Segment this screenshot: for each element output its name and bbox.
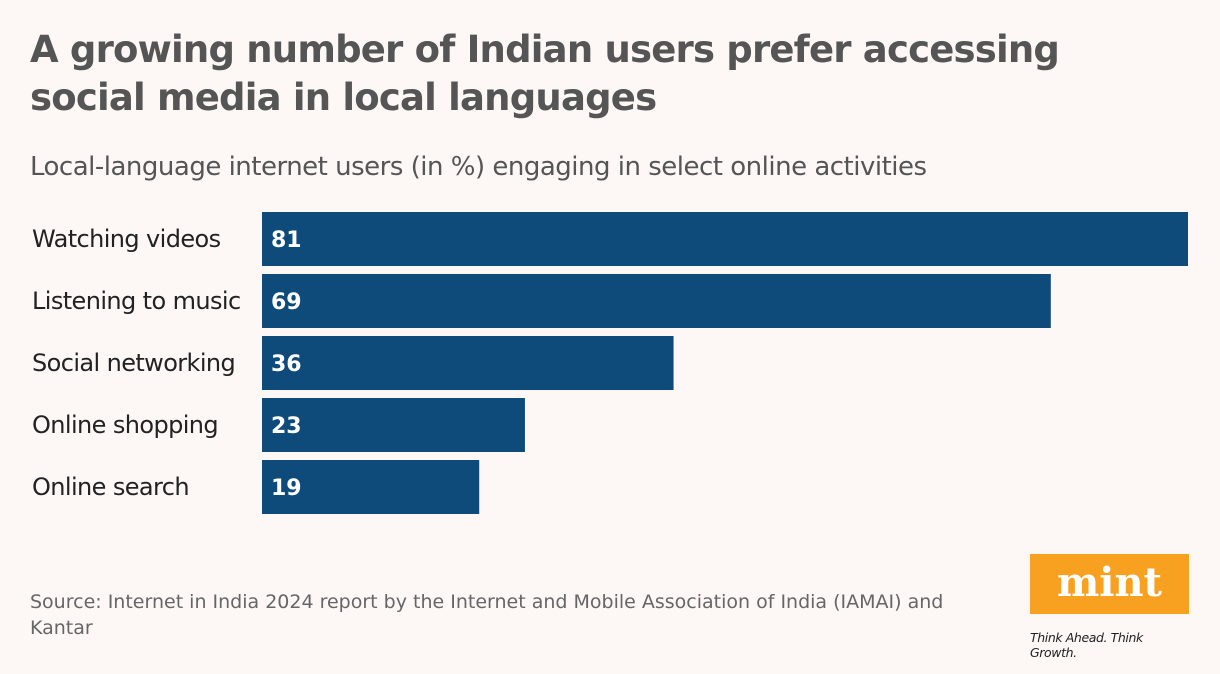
data-label: 19 [271, 476, 302, 501]
logo-text: mint [1056, 559, 1163, 606]
bar [262, 212, 1188, 266]
bar [262, 336, 674, 390]
bar [262, 460, 480, 514]
category-label: Listening to music [32, 287, 241, 315]
data-label: 69 [271, 290, 302, 315]
data-label: 36 [271, 352, 302, 377]
chart-subtitle: Local-language internet users (in %) eng… [30, 152, 927, 182]
category-label: Online shopping [32, 411, 218, 439]
category-label: Watching videos [32, 225, 221, 253]
bar [262, 398, 525, 452]
mint-logo: mint [1030, 554, 1189, 614]
chart-title: A growing number of Indian users prefer … [30, 28, 1060, 119]
category-label: Online search [32, 473, 189, 501]
source-note: Source: Internet in India 2024 report by… [30, 591, 944, 639]
data-label: 23 [271, 414, 302, 439]
logo-tagline: Think Ahead. Think Growth. [1030, 630, 1143, 660]
data-label: 81 [271, 228, 302, 253]
bar [262, 274, 1051, 328]
category-label: Social networking [32, 349, 235, 377]
